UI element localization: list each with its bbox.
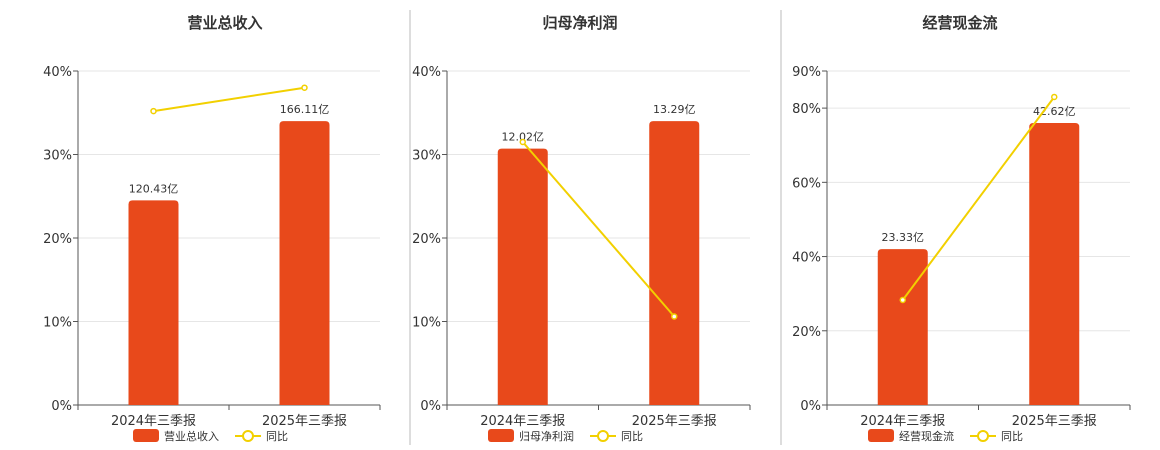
legend-swatch-bar	[133, 429, 159, 442]
chart-panel-1: 营业总收入 0% 10% 20% 30% 40% 2024年三季报 2025年三季报 120.4…	[43, 14, 381, 443]
x-tick-label: 2024年三季报	[111, 414, 196, 429]
bar	[128, 200, 179, 405]
legend-label: 同比	[266, 430, 288, 443]
bar-data-label: 42.62亿	[1033, 105, 1076, 118]
x-tick-label: 2024年三季报	[860, 414, 945, 429]
bar-data-label: 120.43亿	[129, 182, 179, 195]
legend-label: 同比	[621, 430, 643, 443]
y-tick-label: 0%	[51, 399, 72, 414]
chart-panel-2: 归母净利润 0% 10% 20% 30% 40% 2024年三季报 2025年三季报 12.02…	[412, 14, 751, 443]
bar-data-label: 23.33亿	[882, 231, 925, 244]
bar	[279, 121, 330, 405]
y-tick-label: 80%	[792, 102, 821, 117]
y-tick-label: 20%	[43, 232, 72, 247]
y-tick-label: 20%	[792, 325, 821, 340]
bar-data-label: 13.29亿	[653, 103, 696, 116]
y-tick-label: 40%	[43, 65, 72, 80]
legend-label: 归母净利润	[519, 429, 574, 443]
y-tick-label: 30%	[43, 149, 72, 164]
y-tick-label: 30%	[412, 149, 441, 164]
y-tick-label: 40%	[792, 251, 821, 266]
y-tick-label: 60%	[792, 176, 821, 191]
yoy-point	[301, 84, 308, 91]
y-tick-label: 10%	[43, 316, 72, 331]
legend-swatch-marker	[597, 430, 609, 442]
yoy-point	[150, 107, 157, 115]
x-tick-label: 2025年三季报	[632, 414, 717, 429]
y-tick-label: 90%	[792, 65, 821, 80]
yoy-point	[519, 138, 526, 146]
y-tick-label: 20%	[412, 232, 441, 247]
legend-swatch-bar	[868, 429, 894, 442]
legend: 营业总收入 同比	[133, 429, 288, 443]
bar-data-label: 166.11亿	[280, 103, 330, 116]
yoy-point	[671, 313, 678, 320]
legend-swatch-marker	[242, 430, 254, 442]
legend-label: 营业总收入	[164, 429, 219, 443]
y-tick-label: 0%	[420, 399, 441, 414]
legend: 归母净利润 同比	[488, 429, 643, 443]
y-tick-label: 40%	[412, 65, 441, 80]
bar-data-label: 12.02亿	[502, 131, 545, 144]
bar	[497, 148, 548, 405]
yoy-line	[153, 86, 305, 113]
legend: 经营现金流 同比	[868, 429, 1023, 443]
yoy-point	[899, 296, 906, 304]
yoy-line	[901, 96, 1056, 301]
chart-panel-3: 经营现金流 0% 20% 40% 60% 80% 90% 2024年三季报 2025年三季报 23…	[792, 14, 1131, 443]
yoy-point	[1051, 93, 1058, 101]
bar	[877, 249, 928, 405]
x-tick-label: 2025年三季报	[262, 414, 347, 429]
legend-label: 同比	[1001, 430, 1023, 443]
chart-title: 归母净利润	[542, 14, 617, 32]
chart-title: 经营现金流	[922, 14, 997, 32]
legend-swatch-bar	[488, 429, 514, 442]
yoy-line	[521, 141, 676, 318]
y-tick-label: 10%	[412, 316, 441, 331]
legend-label: 经营现金流	[899, 429, 954, 443]
x-tick-label: 2024年三季报	[480, 414, 565, 429]
legend-swatch-marker	[977, 430, 989, 442]
y-tick-label: 0%	[800, 399, 821, 414]
x-tick-label: 2025年三季报	[1012, 414, 1097, 429]
bar	[1029, 122, 1080, 405]
bar	[649, 121, 700, 405]
chart-title: 营业总收入	[187, 14, 262, 32]
